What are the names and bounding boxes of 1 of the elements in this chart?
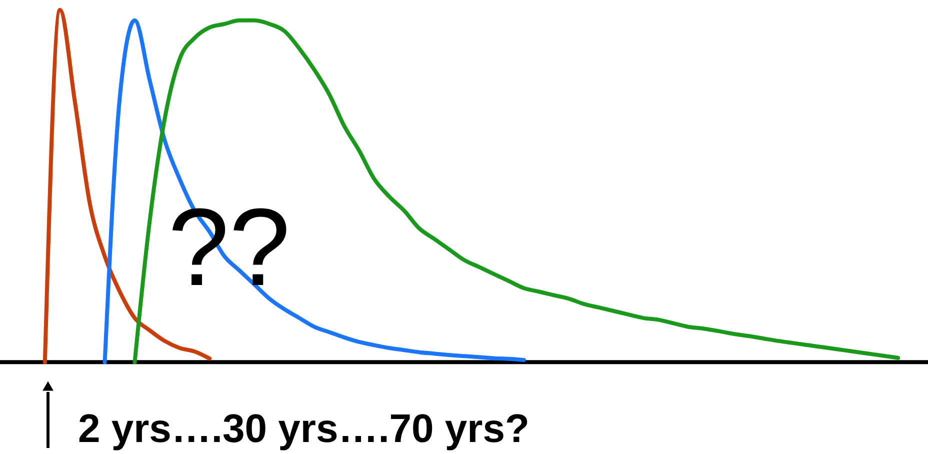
text: 2 yrs….30 yrs….70 yrs?	[78, 407, 530, 451]
